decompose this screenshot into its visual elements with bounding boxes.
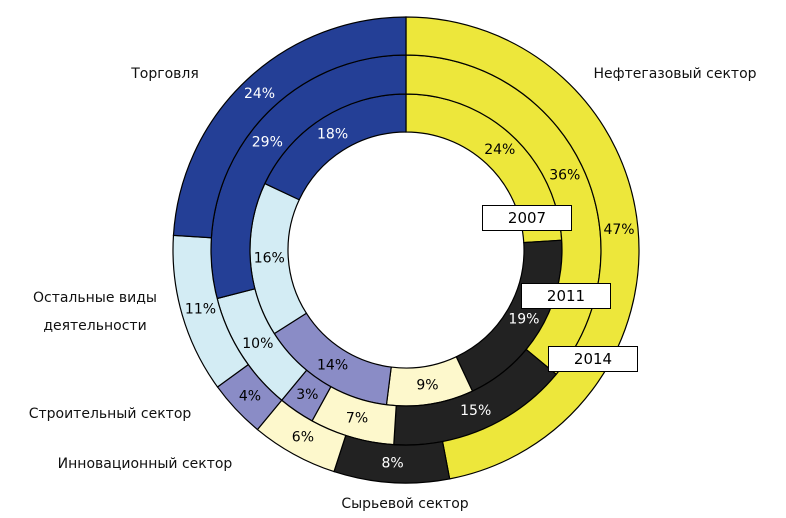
value-label: 18% (317, 126, 348, 142)
category-label: Остальные виды деятельности (32, 290, 157, 334)
donut-segment (172, 16, 407, 239)
value-label: 6% (292, 430, 314, 446)
value-label: 14% (317, 358, 348, 374)
value-label: 24% (244, 86, 275, 102)
series-label: 2011 (521, 283, 611, 309)
category-label: Нефтегазовый сектор (593, 66, 757, 82)
value-label: 47% (603, 222, 634, 238)
category-label: Сырьевой сектор (341, 496, 469, 512)
value-label: 8% (381, 456, 403, 472)
value-label: 4% (239, 388, 261, 404)
value-label: 9% (416, 377, 438, 393)
value-label: 24% (484, 142, 515, 158)
category-label: Строительный сектор (28, 406, 192, 422)
series-label: 2014 (548, 346, 638, 372)
value-label: 19% (508, 312, 539, 328)
value-label: 36% (549, 167, 580, 183)
value-label: 11% (185, 302, 216, 318)
value-label: 7% (346, 411, 368, 427)
series-label: 2007 (482, 205, 572, 231)
category-label: Торговля (131, 66, 199, 82)
value-label: 29% (252, 134, 283, 150)
value-label: 3% (296, 387, 318, 403)
value-label: 15% (460, 403, 491, 419)
value-label: 10% (242, 336, 273, 352)
category-label: Инновационный сектор (57, 456, 233, 472)
value-label: 16% (254, 251, 285, 267)
